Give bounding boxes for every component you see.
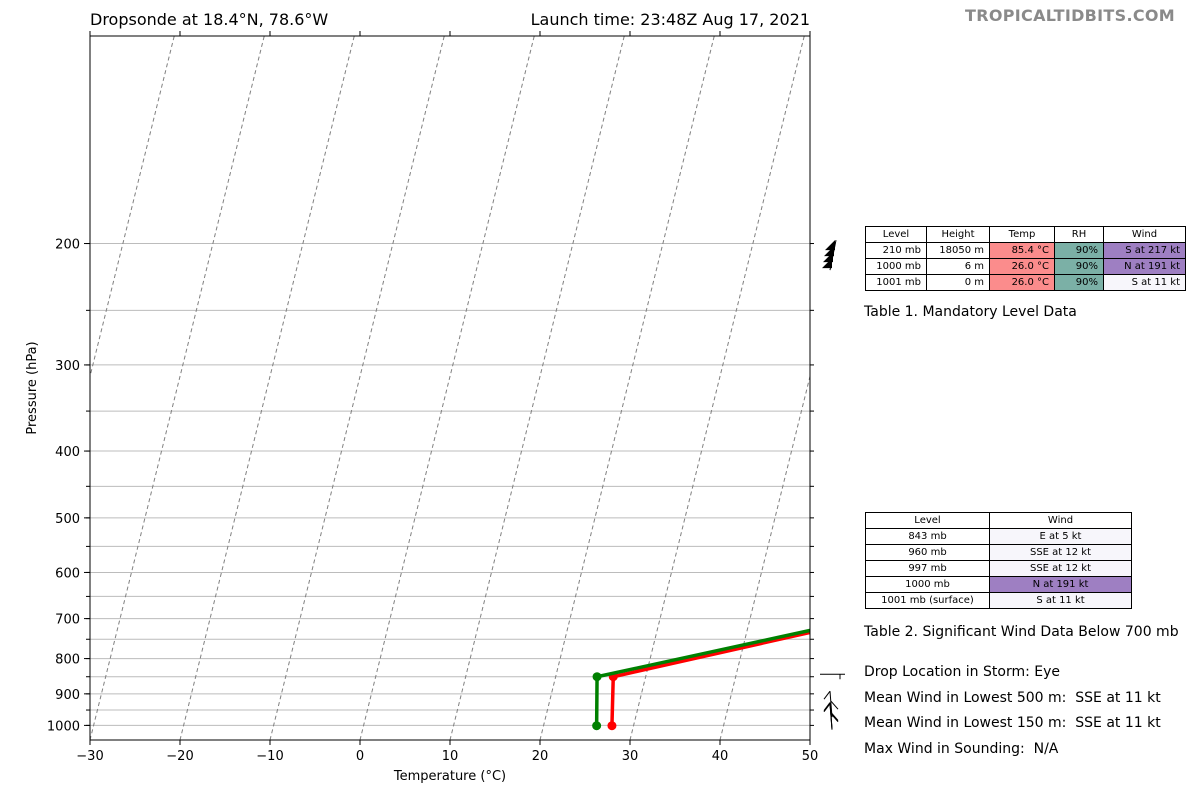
wind-cell: S at 11 kt [989, 592, 1132, 609]
y-tick-label: 1000 [47, 719, 80, 734]
x-tick-label: 30 [622, 749, 639, 764]
y-tick-label: 600 [55, 566, 80, 581]
y-tick-label: 500 [55, 512, 80, 527]
pennant [823, 252, 833, 263]
table-header-row: Level Height Temp RH Wind [865, 226, 1186, 243]
rh-cell: 90% [1054, 274, 1104, 291]
x-tick-label: 50 [802, 749, 819, 764]
pennant [825, 240, 835, 251]
isotherm-line [0, 36, 84, 740]
wind-barb-210 [822, 240, 837, 271]
level-cell: 1000 mb [865, 258, 927, 275]
temp-cell: 26.0 °C [989, 274, 1055, 291]
sounding-point [592, 721, 602, 731]
table-row: 960 mb SSE at 12 kt [865, 544, 1132, 561]
table-row: 1000 mb 6 m 26.0 °C 90% N at 191 kt [865, 258, 1186, 275]
y-tick-label: 300 [55, 359, 80, 374]
col-header-temp: Temp [989, 226, 1055, 243]
wind-cell: SSE at 12 kt [989, 544, 1132, 561]
isotherm-line [719, 374, 810, 740]
wind-cell: E at 5 kt [989, 528, 1132, 545]
table-row: 997 mb SSE at 12 kt [865, 560, 1132, 577]
col-header-level: Level [865, 512, 990, 529]
level-cell: 1001 mb [865, 274, 927, 291]
x-tick-label: 20 [532, 749, 549, 764]
table-row: 1000 mb N at 191 kt [865, 576, 1132, 593]
table-row: 1001 mb 0 m 26.0 °C 90% S at 11 kt [865, 274, 1186, 291]
significant-wind-table: Level Wind 843 mb E at 5 kt 960 mb SSE a… [865, 512, 1132, 609]
y-axis-label: Pressure (hPa) [25, 341, 40, 434]
isotherm-line [179, 36, 355, 740]
isotherm-line [90, 36, 175, 379]
level-cell: 1000 mb [865, 576, 990, 593]
mean-wind-150m-text: Mean Wind in Lowest 150 m: SSE at 11 kt [864, 715, 1161, 731]
sounding-traces [592, 628, 810, 731]
level-cell: 1001 mb (surface) [865, 592, 990, 609]
drop-location-text: Drop Location in Storm: Eye [864, 664, 1061, 680]
x-tick-label: −10 [256, 749, 283, 764]
wind-barb-843 [820, 673, 845, 680]
table-row: 210 mb 18050 m 85.4 °C 90% S at 217 kt [865, 242, 1186, 259]
height-cell: 6 m [926, 258, 990, 275]
isotherm-line [269, 36, 445, 740]
level-cell: 843 mb [865, 528, 990, 545]
plot-frame [89, 35, 811, 741]
y-tick-label: 700 [55, 613, 80, 628]
level-cell: 997 mb [865, 560, 990, 577]
x-tick-label: 0 [356, 749, 364, 764]
wind-barbs [820, 240, 845, 730]
level-cell: 210 mb [865, 242, 927, 259]
site-watermark: TROPICALTIDBITS.COM [965, 6, 1175, 25]
pennant [824, 246, 834, 257]
table1-caption: Table 1. Mandatory Level Data [864, 304, 1077, 320]
temp-cell: 85.4 °C [989, 242, 1055, 259]
table-header-row: Level Wind [865, 512, 1132, 529]
x-tick-label: −20 [166, 749, 193, 764]
table-row: 843 mb E at 5 kt [865, 528, 1132, 545]
isotherm-line [359, 36, 535, 740]
temp-cell: 26.0 °C [989, 258, 1055, 275]
mandatory-level-table: Level Height Temp RH Wind 210 mb 18050 m… [865, 226, 1186, 291]
height-cell: 18050 m [926, 242, 990, 259]
isotherm-line [449, 36, 625, 740]
y-tick-label: 200 [55, 238, 80, 253]
isotherm-line [629, 36, 805, 740]
x-tick-label: 40 [712, 749, 729, 764]
y-tick-label: 400 [55, 445, 80, 460]
sounding-point [592, 672, 602, 682]
chart-title-location: Dropsonde at 18.4°N, 78.6°W [90, 10, 329, 29]
max-wind-text: Max Wind in Sounding: N/A [864, 741, 1059, 757]
x-tick-label: 10 [442, 749, 459, 764]
table-row: 1001 mb (surface) S at 11 kt [865, 592, 1132, 609]
isotherm-line [90, 36, 265, 740]
col-header-wind: Wind [989, 512, 1132, 529]
wind-cell: S at 11 kt [1103, 274, 1186, 291]
col-header-wind: Wind [1103, 226, 1186, 243]
y-tick-label: 900 [55, 688, 80, 703]
rh-cell: 90% [1054, 258, 1104, 275]
skewed-isotherms [0, 36, 810, 740]
rh-cell: 90% [1054, 242, 1104, 259]
pressure-gridlines [90, 243, 810, 726]
wind-cell: N at 191 kt [1103, 258, 1186, 275]
table2-caption: Table 2. Significant Wind Data Below 700… [864, 624, 1179, 640]
x-axis-label: Temperature (°C) [393, 769, 506, 784]
wind-barb-1001 [823, 703, 839, 730]
col-header-rh: RH [1054, 226, 1104, 243]
col-header-level: Level [865, 226, 927, 243]
wind-cell: N at 191 kt [989, 576, 1132, 593]
sounding-point [607, 721, 617, 731]
wind-cell: SSE at 12 kt [989, 560, 1132, 577]
mean-wind-500m-text: Mean Wind in Lowest 500 m: SSE at 11 kt [864, 690, 1161, 706]
wind-cell: S at 217 kt [1103, 242, 1186, 259]
chart-title-launch-time: Launch time: 23:48Z Aug 17, 2021 [530, 10, 810, 29]
col-header-height: Height [926, 226, 990, 243]
y-tick-label: 800 [55, 653, 80, 668]
x-tick-label: −30 [76, 749, 103, 764]
axes: −30 −20 −10 0 10 20 30 40 50 200 300 400 500 600 700 80… [47, 31, 818, 764]
isotherm-line [539, 36, 715, 740]
height-cell: 0 m [926, 274, 990, 291]
level-cell: 960 mb [865, 544, 990, 561]
